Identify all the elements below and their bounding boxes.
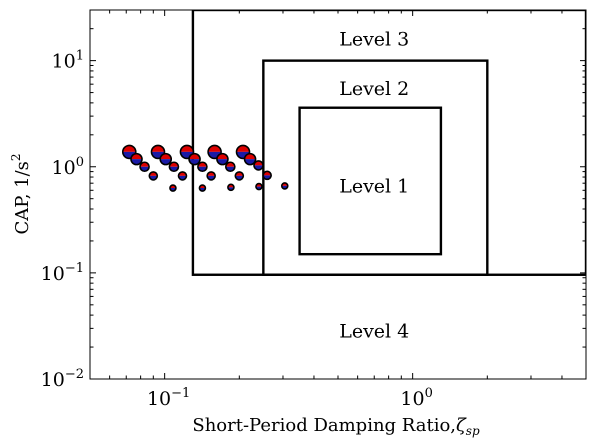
- data-point-outline: [225, 161, 236, 173]
- data-point-outline: [280, 182, 289, 190]
- data-point: [234, 171, 245, 181]
- level-boundaries: [191, 10, 586, 276]
- data-point-outline: [227, 183, 235, 192]
- data-point-outline: [177, 171, 188, 181]
- data-point: [280, 182, 289, 190]
- y-tick-label: 101: [52, 49, 84, 73]
- data-point: [262, 170, 272, 181]
- data-point-outline: [130, 152, 143, 166]
- data-point: [198, 184, 207, 192]
- data-point: [179, 144, 195, 160]
- data-point: [177, 171, 188, 181]
- data-point: [197, 161, 208, 173]
- data-point: [243, 152, 257, 166]
- data-point-outline: [207, 144, 222, 160]
- data-point: [169, 184, 177, 192]
- data-point-outline: [253, 160, 264, 171]
- data-point-outline: [169, 184, 177, 192]
- data-point: [235, 144, 251, 160]
- data-point: [168, 161, 180, 173]
- data-point-outline: [255, 182, 263, 191]
- data-point: [225, 161, 236, 173]
- data-point-outline: [198, 184, 207, 192]
- data-point-outline: [216, 152, 229, 166]
- data-point-outline: [188, 152, 201, 166]
- data-point: [130, 152, 143, 166]
- data-point: [216, 152, 229, 166]
- data-point-outline: [234, 171, 245, 181]
- data-point: [253, 160, 264, 171]
- region-label-level-2: Level 2: [339, 78, 409, 100]
- data-point-outline: [159, 152, 173, 166]
- data-point-outline: [150, 144, 166, 160]
- data-point-outline: [148, 171, 159, 181]
- data-point-outline: [139, 161, 150, 173]
- x-tick-label: 10−1: [147, 386, 190, 410]
- y-tick-label: 100: [52, 155, 84, 179]
- data-point-outline: [179, 144, 195, 160]
- x-tick-label: 100: [400, 386, 432, 410]
- data-point-outline: [243, 152, 257, 166]
- data-point-outline: [206, 171, 216, 181]
- data-point-outline: [168, 161, 180, 173]
- data-point: [255, 182, 263, 191]
- x-axis-label: Short-Period Damping Ratio,ζsp: [192, 415, 480, 438]
- plot-frame: [89, 9, 587, 380]
- data-point: [159, 152, 173, 166]
- boundary-level-1: [298, 106, 443, 256]
- region-label-level-4: Level 4: [339, 321, 409, 343]
- region-label-level-3: Level 3: [339, 29, 409, 51]
- axes: 10−1 100 10−2 10−1 100 101: [41, 9, 587, 410]
- data-point: [148, 171, 159, 181]
- data-point: [227, 183, 235, 192]
- data-point-outline: [197, 161, 208, 173]
- data-point-outline: [262, 170, 272, 181]
- region-labels: Level 1 Level 2 Level 3 Level 4: [339, 29, 409, 343]
- y-tick-label: 10−1: [41, 261, 84, 285]
- y-tick-label: 10−2: [41, 367, 84, 391]
- region-label-level-1: Level 1: [339, 176, 409, 198]
- data-points: [121, 144, 289, 192]
- boundary-level-3: [191, 10, 586, 276]
- data-point-outline: [121, 144, 137, 160]
- data-point: [206, 171, 216, 181]
- data-point: [139, 161, 150, 173]
- data-point-outline: [235, 144, 251, 160]
- data-point: [188, 152, 201, 166]
- data-point: [150, 144, 166, 160]
- y-axis-label: CAP, 1/s2: [9, 153, 33, 234]
